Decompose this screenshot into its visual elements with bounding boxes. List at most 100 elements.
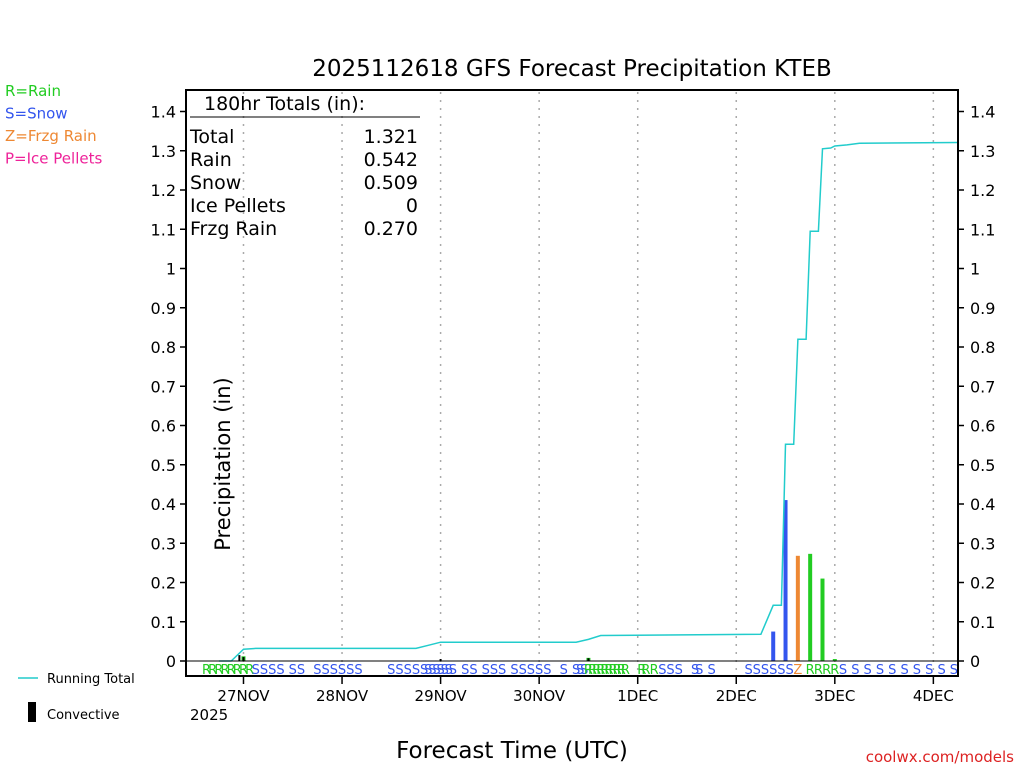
x-tick-label-27nov: 27NOV bbox=[217, 687, 270, 705]
ptype-letter-r: R bbox=[617, 663, 626, 678]
ptype-letter-s: S bbox=[498, 663, 506, 678]
ptype-letter-r: R bbox=[214, 663, 223, 678]
totals-value: 0 bbox=[406, 195, 418, 217]
ptype-letter-r: R bbox=[584, 663, 593, 678]
convective-swatch bbox=[28, 702, 36, 722]
ptype-legend: R=Rain S=Snow Z=Frzg Rain P=Ice Pellets bbox=[5, 82, 102, 168]
x-tick-label-28nov: 28NOV bbox=[316, 687, 369, 705]
y-tick-label-left: 1.1 bbox=[151, 220, 176, 239]
ptype-letter-r: R bbox=[641, 663, 650, 678]
ptype-letter-s: S bbox=[395, 663, 403, 678]
y-tick-label-left: 1 bbox=[166, 260, 176, 279]
running-total-legend-label: Running Total bbox=[47, 672, 135, 687]
ptype-letter-r: R bbox=[233, 663, 242, 678]
totals-value: 0.270 bbox=[364, 218, 418, 240]
ptype-letter-r: R bbox=[592, 663, 601, 678]
ptype-letter-s: S bbox=[925, 663, 933, 678]
ptype-letter-s: S bbox=[658, 663, 666, 678]
y-tick-label-right: 0.1 bbox=[970, 613, 995, 632]
ptype-letter-s: S bbox=[490, 663, 498, 678]
totals-value: 1.321 bbox=[364, 126, 418, 148]
y-tick-label-left: 0 bbox=[166, 652, 176, 671]
ptype-letter-s: S bbox=[744, 663, 752, 678]
ptype-letter-s: S bbox=[753, 663, 761, 678]
totals-name: Snow bbox=[190, 172, 241, 194]
y-tick-label-left: 1.4 bbox=[151, 103, 176, 122]
ptype-letter-r: R bbox=[650, 663, 659, 678]
totals-name: Total bbox=[189, 126, 234, 148]
x-tick-label-29nov: 29NOV bbox=[415, 687, 468, 705]
ptype-letter-s: S bbox=[950, 663, 958, 678]
precip-bar-r bbox=[832, 659, 837, 661]
ptype-letter-r: R bbox=[637, 663, 646, 678]
chart-title: 2025112618 GFS Forecast Precipitation KT… bbox=[312, 56, 832, 82]
y-tick-label-right: 0.4 bbox=[970, 495, 995, 514]
y-tick-label-left: 1.3 bbox=[151, 142, 176, 161]
running-total-line bbox=[218, 141, 959, 662]
ptype-letter-s: S bbox=[913, 663, 921, 678]
plot-frame bbox=[185, 89, 959, 677]
ptype-letter-s: S bbox=[313, 663, 321, 678]
ptype-letter-s: S bbox=[461, 663, 469, 678]
ptype-letter-s: S bbox=[707, 663, 715, 678]
y-tick-label-left: 0.8 bbox=[151, 338, 176, 357]
y-axis-label: Precipitation (in) bbox=[211, 377, 235, 550]
x-tick-label-3dec: 3DEC bbox=[814, 687, 855, 705]
ptype-letter-s: S bbox=[338, 663, 346, 678]
x-tick-label-1dec: 1DEC bbox=[617, 687, 658, 705]
ptype-letter-r: R bbox=[227, 663, 236, 678]
ptype-letter-s: S bbox=[675, 663, 683, 678]
ptype-letter-s: S bbox=[888, 663, 896, 678]
ptype-letter-s: S bbox=[469, 663, 477, 678]
ptype-letter-s: S bbox=[346, 663, 354, 678]
totals-header: 180hr Totals (in): bbox=[204, 93, 365, 115]
convective-bar bbox=[242, 657, 245, 661]
x-tick-label-2dec: 2DEC bbox=[716, 687, 757, 705]
ptype-letter-r: R bbox=[814, 663, 823, 678]
y-tick-label-left: 0.2 bbox=[151, 574, 176, 593]
y-tick-label-right: 0.5 bbox=[970, 456, 995, 475]
x-tick-label-4dec: 4DEC bbox=[913, 687, 954, 705]
y-tick-label-left: 0.7 bbox=[151, 377, 176, 396]
ptype-letter-s: S bbox=[387, 663, 395, 678]
precip-bar-r bbox=[820, 578, 825, 661]
ptype-letter-s: S bbox=[761, 663, 769, 678]
ptype-letter-s: S bbox=[330, 663, 338, 678]
ptype-letter-s: S bbox=[449, 663, 457, 678]
totals-value: 0.542 bbox=[364, 149, 418, 171]
x-axis-ticks: 27NOV 28NOV 29NOV 30NOV 1DEC 2DEC 3DEC 4DEC bbox=[217, 676, 954, 705]
y-tick-label-right: 1 bbox=[970, 260, 980, 279]
ptype-letter-r: R bbox=[588, 663, 597, 678]
ptype-letter-r: R bbox=[806, 663, 815, 678]
ptype-letter-s: S bbox=[354, 663, 362, 678]
ptype-letter-s: S bbox=[695, 663, 703, 678]
ptype-letter-r: R bbox=[202, 663, 211, 678]
y-tick-label-right: 0.3 bbox=[970, 534, 995, 553]
y-tick-label-right: 0.6 bbox=[970, 417, 995, 436]
y-tick-label-right: 0.7 bbox=[970, 377, 995, 396]
ptype-letter-r: R bbox=[613, 663, 622, 678]
x-tick-label-30nov: 30NOV bbox=[513, 687, 566, 705]
ptype-letter-r: R bbox=[596, 663, 605, 678]
ptype-letter-s: S bbox=[432, 663, 440, 678]
precip-bar-z bbox=[795, 555, 800, 661]
totals-box: 180hr Totals (in): Total 1.321 Rain 0.542 Sno… bbox=[189, 93, 420, 240]
ptype-letter-s: S bbox=[527, 663, 535, 678]
ptype-letter-s: S bbox=[404, 663, 412, 678]
y-tick-label-right: 0 bbox=[970, 652, 980, 671]
ptype-letter-s: S bbox=[876, 663, 884, 678]
ptype-letter-r: R bbox=[822, 663, 831, 678]
ptype-letter-s: S bbox=[482, 663, 490, 678]
ptype-letter-r: R bbox=[239, 663, 248, 678]
ptype-letter-r: R bbox=[600, 663, 609, 678]
ptype-letter-r: R bbox=[830, 663, 839, 678]
ptype-letter-s: S bbox=[297, 663, 305, 678]
ptype-letter-s: S bbox=[580, 663, 588, 678]
precip-bar-s bbox=[783, 500, 788, 661]
ptype-letter-s: S bbox=[268, 663, 276, 678]
ptype-letter-s: S bbox=[519, 663, 527, 678]
ptype-letter-s: S bbox=[428, 663, 436, 678]
ptype-letter-s: S bbox=[937, 663, 945, 678]
